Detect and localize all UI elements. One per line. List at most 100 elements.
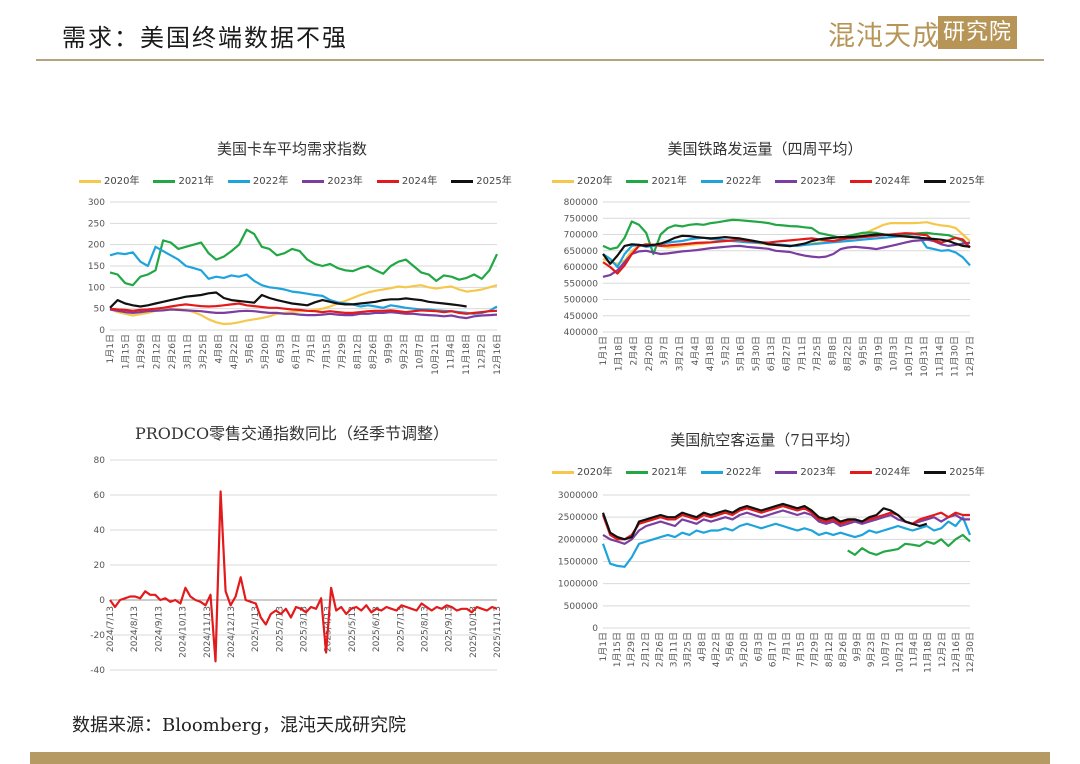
legend-label: 2021年 (651, 467, 687, 478)
chart-plot: -40 -20 0 20 40 60 80 2024/7/13 2024/8/13 2024/9/… (90, 456, 503, 676)
x-tick-label: 2024/9/13 (154, 606, 164, 652)
x-tick-label: 8月8日 (827, 336, 838, 365)
rail-carloads-chart: 美国铁路发运量（四周平均） 2020年 2021年 2022年 2023年 2024年 2… (545, 130, 985, 400)
x-tick-label: 11月30日 (950, 336, 961, 377)
legend-item: 2023年 (302, 172, 363, 187)
x-tick-label: 2024/11/13 (203, 606, 213, 658)
legend-item: 2025年 (924, 172, 985, 187)
air-passenger-chart: 美国航空客运量（7日平均） 2020年 2021年 2022年 2023年 2024年 2… (545, 425, 985, 695)
x-tick-label: 2025/2/13 (275, 606, 285, 652)
series-line (109, 490, 498, 663)
legend-label: 2020年 (577, 176, 613, 187)
x-tick-label: 11月4日 (446, 334, 457, 369)
y-tick-label: 550000 (564, 279, 599, 289)
x-tick-label: 4月4日 (690, 336, 701, 365)
x-tick-label: 10月7日 (880, 632, 891, 667)
legend-swatch (451, 179, 474, 183)
legend-swatch (924, 470, 947, 474)
logo-badge: 研究院 (938, 16, 1018, 49)
y-tick-label: 20 (94, 561, 106, 571)
x-tick-label: 10月17日 (904, 336, 915, 377)
x-tick-label: 4月22日 (229, 334, 240, 369)
x-tick-label: 4月18日 (705, 336, 716, 371)
x-tick-label: 7月15日 (322, 334, 333, 369)
legend-item: 2022年 (700, 172, 761, 187)
x-tick-label: 10月3日 (889, 336, 900, 371)
y-tick-label: 1000000 (558, 580, 598, 590)
x-tick-label: 3月11日 (669, 632, 680, 667)
legend-item: 2021年 (626, 172, 687, 187)
legend-label: 2023年 (800, 176, 836, 187)
legend-item: 2021年 (153, 172, 214, 187)
x-tick-label: 4月8日 (213, 334, 224, 363)
legend-swatch (302, 179, 325, 183)
x-tick-label: 7月29日 (337, 334, 348, 369)
x-tick-label: 8月12日 (824, 632, 835, 667)
y-tick-label: 650000 (564, 247, 599, 257)
x-tick-label: 7月29日 (810, 632, 821, 667)
x-tick-label: 9月9日 (852, 632, 863, 661)
x-tick-label: 2025/8/13 (420, 606, 430, 652)
x-tick-label: 1月15日 (120, 334, 131, 369)
y-tick-label: 2000000 (558, 535, 598, 545)
y-tick-label: -40 (90, 666, 105, 676)
x-tick-label: 2月4日 (629, 336, 640, 365)
x-tick-label: 11月14日 (934, 336, 945, 377)
x-tick-label: 2025/7/13 (396, 606, 406, 652)
legend-label: 2020年 (577, 467, 613, 478)
x-tick-label: 2月20日 (644, 336, 655, 371)
x-tick-label: 2025/1/13 (251, 606, 261, 652)
legend-swatch (924, 179, 947, 183)
x-tick-label: 6月17日 (767, 632, 778, 667)
x-tick-label: 2025/9/13 (445, 606, 455, 652)
x-tick-label: 1月1日 (598, 336, 609, 365)
x-tick-label: 6月13日 (766, 336, 777, 371)
legend-item: 2020年 (552, 172, 612, 187)
y-tick-label: 0 (99, 596, 105, 606)
x-tick-label: 12月16日 (492, 334, 503, 375)
y-tick-label: 3000000 (558, 491, 598, 501)
x-tick-label: 11月4日 (909, 632, 920, 667)
legend-item: 2022年 (700, 463, 761, 478)
x-tick-label: 2月26日 (167, 334, 178, 369)
y-tick-label: 0 (592, 624, 598, 634)
x-tick-label: 12月17日 (965, 336, 976, 377)
x-tick-label: 10月21日 (430, 334, 441, 375)
y-tick-label: 750000 (564, 214, 599, 224)
truck-demand-chart: 美国卡车平均需求指数 2020年 2021年 2022年 2023年 2024年 2025… (72, 130, 512, 400)
x-tick-label: 12月16日 (951, 632, 962, 673)
x-tick-label: 2025/11/13 (493, 606, 503, 658)
x-tick-label: 1月29日 (136, 334, 147, 369)
x-tick-label: 12月2日 (477, 334, 488, 369)
series-line (601, 516, 972, 568)
x-tick-label: 6月3日 (753, 632, 764, 661)
y-tick-label: 2500000 (558, 513, 598, 523)
x-tick-label: 2月12日 (151, 334, 162, 369)
chart-title: 美国卡车平均需求指数 (216, 140, 367, 158)
y-tick-label: 700000 (564, 231, 599, 241)
legend-swatch (376, 179, 399, 183)
legend-label: 2024年 (401, 176, 438, 187)
y-tick-label: 0 (99, 326, 105, 336)
x-tick-label: 1月1日 (598, 632, 609, 661)
y-tick-label: 40 (94, 526, 106, 536)
x-tick-label: 5月20日 (260, 334, 271, 369)
legend-label: 2021年 (651, 176, 687, 187)
chart-title: PRODCO零售交通指数同比（经季节调整） (134, 424, 450, 443)
x-tick-label: 2024/12/13 (227, 606, 237, 658)
x-tick-label: 1月15日 (612, 632, 623, 667)
x-tick-label: 5月20日 (739, 632, 750, 667)
x-tick-label: 10月31日 (919, 336, 930, 377)
x-tick-label: 11月18日 (461, 334, 472, 375)
page-title: 需求：美国终端数据不强 (62, 24, 348, 52)
x-tick-label: 5月6日 (244, 334, 255, 363)
x-tick-label: 2025/10/13 (469, 606, 479, 658)
x-tick-label: 2月12日 (640, 632, 651, 667)
legend-label: 2023年 (327, 176, 363, 187)
chart-legend: 2020年 2021年 2022年 2023年 2024年 2025年 (545, 463, 985, 478)
series-line (602, 233, 971, 265)
x-tick-label: 2月26日 (654, 632, 665, 667)
legend-label: 2025年 (949, 176, 985, 187)
legend-item: 2020年 (79, 172, 139, 187)
legend-label: 2023年 (800, 467, 836, 478)
